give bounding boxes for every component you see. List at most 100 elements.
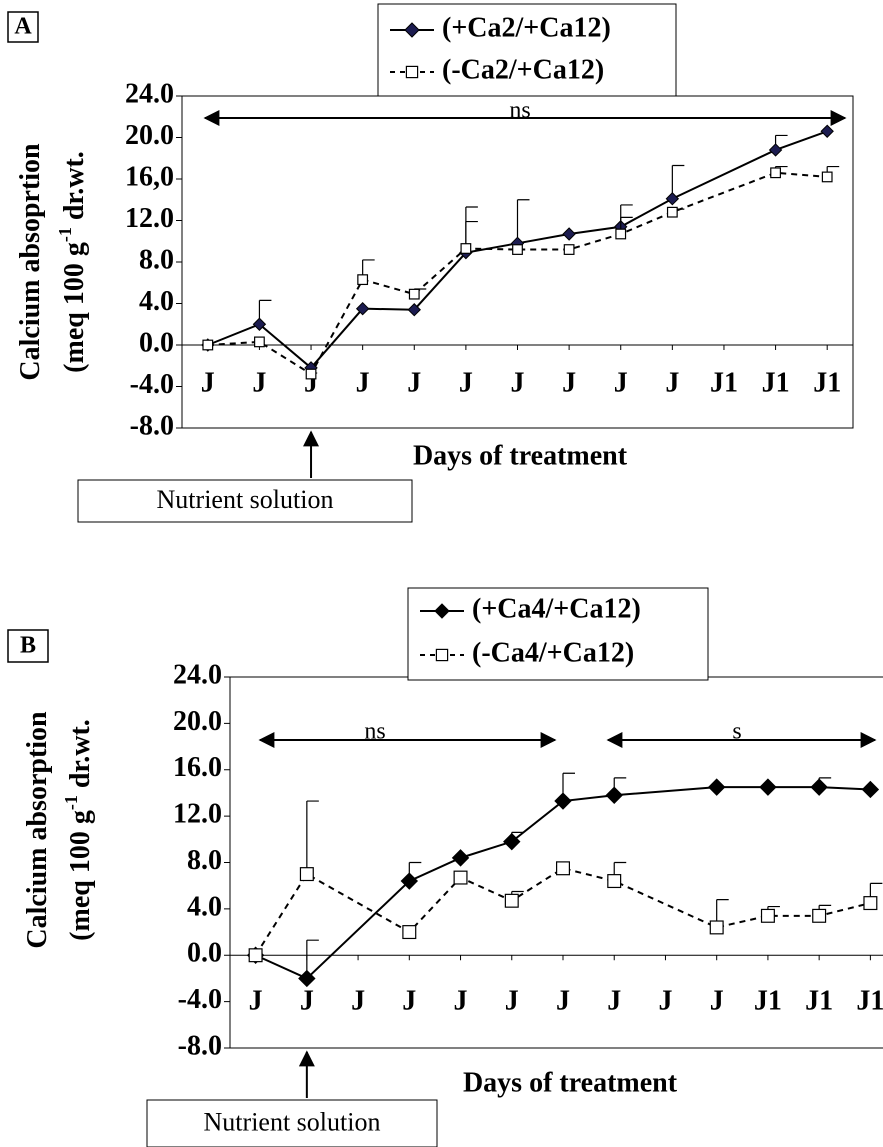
y-tick-label: 8.0 [139,244,174,275]
y-tick-label: -4.0 [130,369,174,400]
y-tick-label: 4.0 [187,891,222,922]
data-point [615,228,627,240]
x-tick-label: J1 [813,367,841,398]
annotation: ns [509,98,530,124]
data-point [512,244,523,255]
panel-label: B [20,633,36,659]
x-tick-label: J [402,985,416,1016]
legend-label: (-Ca4/+Ca12) [472,637,634,668]
y-tick-label: -8.0 [130,410,174,441]
x-tick-label: J [252,367,266,398]
data-point [707,778,726,796]
y-tick-label: 24.0 [125,78,174,109]
x-tick-label: J [454,985,468,1016]
y-axis-title-line: (meq 100 g [65,810,96,941]
x-tick-label: J1 [805,985,833,1016]
x-tick-label: J [249,985,263,1016]
data-point [503,832,521,851]
y-axis-title-line: dr.wt. [59,151,90,227]
legend-label: (+Ca4/+Ca12) [472,593,641,624]
x-tick-label: J [614,367,628,398]
panel: A24.020.016,012.08.04.00.0-4.0-8.0J J J J J J… [7,3,854,523]
data-point [605,786,623,804]
data-point [504,893,519,908]
y-axis-title-line: (meq 100 g [59,242,90,373]
x-axis-title: Days of treatment [463,1067,678,1098]
x-tick-label: J [665,367,679,398]
callout-box [146,1099,438,1147]
data-point [252,317,267,331]
x-tick-label: J1 [754,985,782,1016]
y-tick-label: 8.0 [187,845,222,876]
data-point [357,274,369,286]
x-tick-label: J [607,985,621,1016]
data-point [759,778,777,796]
data-point [821,171,833,183]
y-tick-label: -4.0 [178,984,222,1015]
data-point [453,870,468,885]
x-tick-label: J [356,367,370,398]
x-tick-label: J [300,985,314,1016]
data-line [207,130,828,370]
x-tick-label: J [658,985,672,1016]
panel: B24.020.016.012.08.04.00.0-4.0-8.0J J J J J J… [7,587,883,1147]
y-tick-label: 0.0 [139,327,174,358]
y-axis-title-line: Calcium absoprtion [15,143,46,381]
data-point [248,948,263,963]
data-point [451,849,470,867]
legend-label: (+Ca2/+Ca12) [442,12,611,43]
y-axis-title: Calcium absorption [22,711,53,949]
y-tick-label: 0.0 [187,938,222,969]
y-tick-label: -8.0 [178,1030,222,1061]
data-line [255,786,871,980]
data-point [770,167,781,179]
y-tick-label: 20.0 [173,706,222,737]
data-point [254,336,265,348]
data-point [299,867,314,882]
y-tick-label: 4.0 [139,286,174,317]
data-point [861,780,880,799]
y-axis-title: Calcium absoprtion [15,143,46,381]
data-point [709,920,724,935]
x-tick-label: J [511,367,525,398]
data-point [812,908,827,923]
annotation: s [732,719,741,745]
y-axis-title-line: Calcium absorption [22,711,53,949]
panel-label: A [14,14,32,40]
data-point [768,143,783,157]
data-point [760,908,775,923]
legend-label: (-Ca2/+Ca12) [442,54,604,85]
x-tick-label: J [710,985,724,1016]
x-tick-label: J1 [710,367,738,398]
y-tick-label: 20.0 [125,120,174,151]
data-point [402,925,417,940]
data-point [563,244,575,255]
x-tick-label: J [505,985,519,1016]
legend-marker [434,603,450,619]
data-point [400,872,419,890]
data-point [355,301,370,316]
data-point [555,861,570,876]
y-axis-title-line: dr.wt. [65,719,96,795]
x-tick-label: J [562,367,576,398]
data-point [305,368,317,380]
x-tick-label: J [459,367,473,398]
x-tick-label: J [407,367,421,398]
panel-label-box [7,11,39,43]
y-axis-title-sup: -1 [55,227,75,242]
y-axis-title: (meq 100 g-1 dr.wt. [55,151,90,373]
error-bar [306,800,319,875]
legend-box [377,3,677,97]
y-tick-label: 16.0 [173,752,222,783]
panel-label-box [7,629,49,663]
x-tick-label: J [351,985,365,1016]
data-point [810,778,828,796]
y-axis-title-sup: -1 [61,795,81,810]
callout-text: Nutrient solution [157,485,334,514]
callout-text: Nutrient solution [204,1107,381,1136]
data-line [207,171,828,376]
annotation: ns [364,719,385,745]
data-point [820,124,834,138]
data-point [460,243,472,254]
